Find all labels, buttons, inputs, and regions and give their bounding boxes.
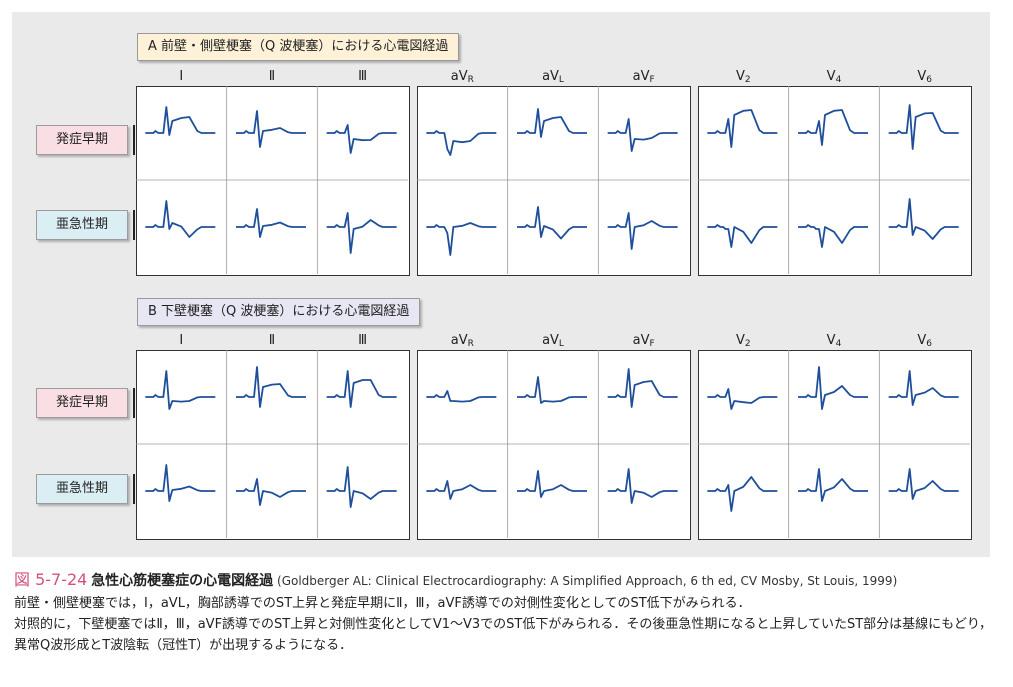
lead-label-a-0: Ⅰ	[179, 69, 184, 84]
grid-b-precordial	[698, 350, 972, 540]
ecg-trace-b-subacute-4	[517, 470, 587, 498]
row-marker	[133, 474, 135, 504]
ecg-trace-b-subacute-7	[798, 468, 868, 502]
ecg-trace-a-early-4	[517, 108, 587, 138]
ecg-trace-b-early-8	[888, 370, 959, 406]
ecg-trace-b-subacute-3	[426, 480, 497, 500]
ecg-trace-a-subacute-1	[236, 208, 306, 238]
ecg-trace-b-early-6	[707, 388, 778, 410]
caption: 図 5-7-24 急性心筋梗塞症の心電図経過 (Goldberger AL: C…	[14, 570, 1004, 656]
row-marker	[133, 388, 135, 418]
row-marker	[133, 125, 135, 155]
ecg-trace-b-subacute-1	[236, 478, 306, 506]
ecg-trace-b-early-7	[798, 366, 868, 410]
ecg-trace-a-early-5	[607, 118, 678, 152]
ecg-trace-b-early-3	[426, 390, 497, 403]
ecg-trace-a-subacute-7	[798, 224, 868, 248]
ecg-trace-b-early-4	[517, 376, 587, 404]
lead-label-b-5: aVF	[632, 333, 655, 349]
lead-label-a-1: Ⅱ	[268, 69, 276, 84]
figure-title: 急性心筋梗塞症の心電図経過	[91, 573, 274, 589]
lead-label-b-2: Ⅲ	[358, 333, 368, 348]
ecg-trace-b-early-0	[145, 370, 216, 410]
grid-a-precordial	[698, 86, 972, 276]
ecg-trace-a-early-8	[888, 104, 959, 150]
lead-label-a-6: V2	[736, 69, 751, 85]
ecg-trace-a-early-2	[326, 124, 397, 154]
ecg-trace-b-subacute-6	[707, 476, 778, 512]
ecg-trace-b-subacute-0	[145, 464, 216, 502]
row-label-subacute-b: 亜急性期	[36, 474, 128, 504]
ecg-trace-a-early-0	[145, 106, 216, 136]
lead-label-a-2: Ⅲ	[358, 69, 368, 84]
lead-label-b-7: V4	[826, 333, 842, 349]
ecg-trace-b-subacute-2	[326, 466, 397, 508]
ecg-trace-a-early-7	[798, 109, 868, 146]
lead-label-a-7: V4	[826, 69, 842, 85]
ecg-trace-a-subacute-4	[517, 206, 587, 240]
lead-label-a-5: aVF	[632, 69, 655, 85]
lead-label-b-8: V6	[917, 333, 932, 349]
lead-label-a-3: aVR	[450, 69, 474, 85]
grid-b-limb	[136, 350, 410, 540]
ecg-trace-a-early-1	[236, 110, 306, 148]
ecg-trace-b-subacute-8	[888, 468, 959, 500]
ecg-trace-b-early-5	[607, 368, 678, 408]
section-a-title: A 前壁・側壁梗塞（Q 波梗塞）における心電図経過	[137, 33, 460, 61]
lead-label-a-8: V6	[917, 69, 932, 85]
caption-line-2: 対照的に，下壁梗塞ではⅡ，Ⅲ，aVF誘導でのST上昇と対側性変化としてV1～V3…	[14, 617, 993, 653]
ecg-trace-a-early-3	[426, 130, 497, 156]
caption-line-1: 前壁・側壁梗塞では，Ⅰ，aVL，胸部誘導でのST上昇と発症早期にⅡ，Ⅲ，aVF誘…	[14, 596, 751, 611]
row-marker	[133, 210, 135, 240]
ecg-trace-a-subacute-0	[145, 200, 216, 238]
row-label-subacute-a: 亜急性期	[36, 210, 128, 240]
lead-label-a-4: aVL	[542, 69, 564, 85]
ecg-trace-a-early-6	[707, 109, 778, 148]
row-label-early-a: 発症早期	[36, 125, 128, 155]
ecg-trace-a-subacute-6	[707, 224, 778, 248]
lead-label-b-6: V2	[736, 333, 751, 349]
ecg-trace-a-subacute-8	[888, 198, 959, 240]
ecg-trace-a-subacute-3	[426, 222, 497, 256]
row-label-early-b: 発症早期	[36, 388, 128, 418]
ecg-trace-b-early-1	[236, 366, 306, 408]
section-b-title: B 下壁梗塞（Q 波梗塞）における心電図経過	[137, 298, 421, 326]
figure-number: 図 5-7-24	[14, 570, 88, 589]
lead-label-b-3: aVR	[450, 333, 474, 349]
figure-source: (Goldberger AL: Clinical Electrocardiogr…	[277, 574, 898, 588]
lead-label-b-1: Ⅱ	[268, 333, 276, 348]
ecg-trace-b-subacute-5	[607, 468, 678, 504]
ecg-trace-a-subacute-5	[607, 212, 678, 250]
lead-label-b-4: aVL	[542, 333, 564, 349]
ecg-trace-b-early-2	[326, 370, 397, 408]
lead-label-b-0: Ⅰ	[179, 333, 184, 348]
ecg-trace-a-subacute-2	[326, 212, 397, 254]
